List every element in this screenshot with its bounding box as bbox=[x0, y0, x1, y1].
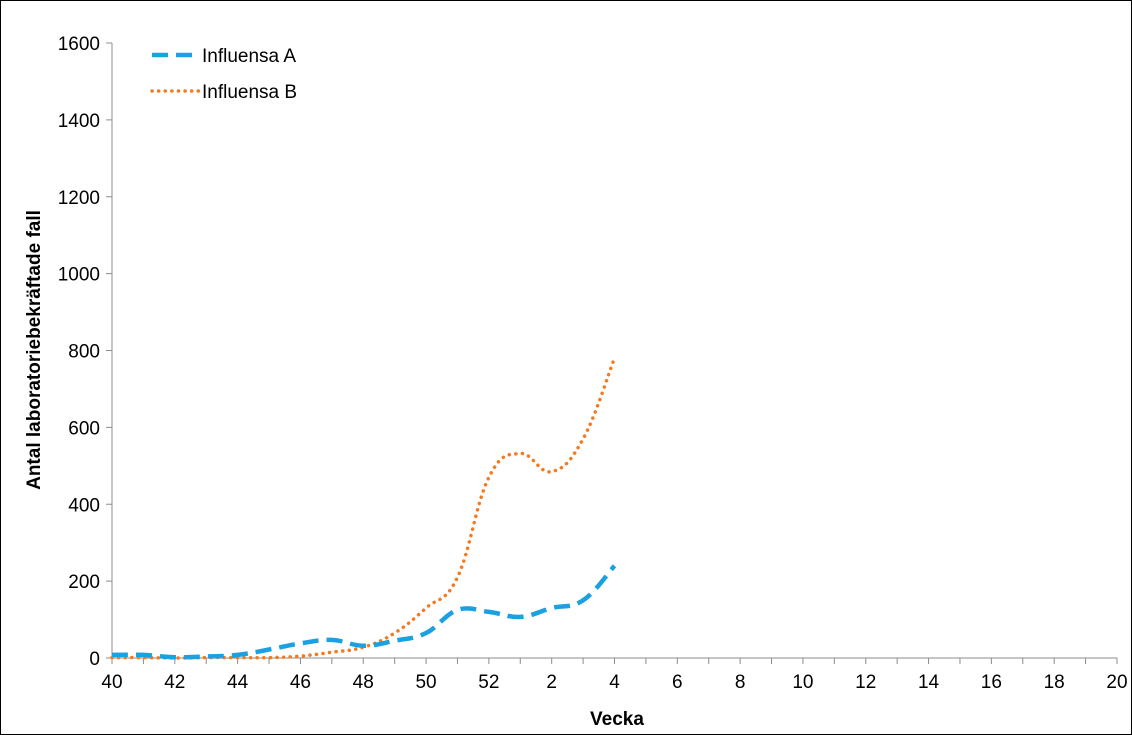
x-tick-label: 48 bbox=[353, 672, 374, 693]
y-tick-label: 200 bbox=[68, 572, 100, 593]
y-tick-label: 1200 bbox=[58, 188, 100, 209]
x-tick-label: 50 bbox=[415, 672, 436, 693]
x-axis-label: Vecka bbox=[590, 709, 644, 730]
x-tick-label: 52 bbox=[478, 672, 499, 693]
x-tick-label: 42 bbox=[164, 672, 185, 693]
x-tick-label: 40 bbox=[101, 672, 122, 693]
x-tick-label: 44 bbox=[227, 672, 249, 693]
y-tick-label: 600 bbox=[68, 418, 100, 439]
legend-label: Influensa B bbox=[202, 82, 297, 103]
y-tick-label: 0 bbox=[89, 649, 100, 670]
x-tick-label: 8 bbox=[735, 672, 746, 693]
axes bbox=[111, 43, 1117, 659]
y-axis-label: Antal laboratoriebekräftade fall bbox=[24, 210, 45, 490]
legend-label: Influensa A bbox=[202, 46, 296, 67]
series-lines bbox=[110, 356, 617, 660]
y-tick-label: 400 bbox=[68, 495, 100, 516]
y-tick-label: 1000 bbox=[58, 265, 100, 286]
y-tick-label: 800 bbox=[68, 342, 100, 363]
x-tick-label: 18 bbox=[1044, 672, 1065, 693]
y-tick-label: 1600 bbox=[58, 34, 100, 55]
x-tick-label: 6 bbox=[672, 672, 683, 693]
x-tick-label: 14 bbox=[918, 672, 940, 693]
x-tick-label: 2 bbox=[546, 672, 557, 693]
y-tick-label: 1400 bbox=[58, 111, 100, 132]
x-tick-label: 4 bbox=[609, 672, 620, 693]
series-line-influensa-a bbox=[111, 564, 617, 660]
x-tick-label: 16 bbox=[981, 672, 1002, 693]
x-tick-label: 12 bbox=[855, 672, 876, 693]
x-tick-label: 20 bbox=[1106, 672, 1127, 693]
x-axis-ticks: 40 42 44 46 48 50 52 2 4 6 8 10 12 14 16 18 20 bbox=[101, 658, 1128, 693]
x-tick-label: 46 bbox=[290, 672, 311, 693]
series-line-influensa-b bbox=[110, 356, 617, 660]
legend: Influensa A Influensa B bbox=[150, 46, 297, 103]
y-axis-ticks: 0 200 400 600 800 1000 1200 1400 1600 bbox=[58, 34, 112, 670]
x-tick-label: 10 bbox=[792, 672, 813, 693]
